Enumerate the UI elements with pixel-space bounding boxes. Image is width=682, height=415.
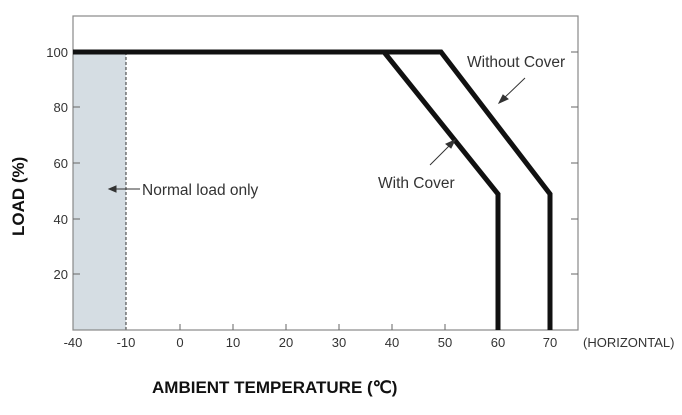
svg-text:100: 100 — [46, 45, 68, 60]
svg-text:80: 80 — [54, 100, 68, 115]
x-axis-ticks — [179, 324, 446, 330]
svg-text:40: 40 — [385, 335, 399, 350]
x-tick-labels: -40 -10 0 10 20 30 40 50 60 70 — [64, 335, 558, 350]
x-axis-title: AMBIENT TEMPERATURE (℃) — [152, 378, 397, 397]
svg-text:10: 10 — [226, 335, 240, 350]
label-without-cover: Without Cover — [467, 54, 565, 71]
svg-text:70: 70 — [543, 335, 557, 350]
y-axis-ticks — [73, 51, 578, 275]
svg-text:0: 0 — [176, 335, 183, 350]
svg-text:40: 40 — [54, 212, 68, 227]
x-axis-note: (HORIZONTAL) — [583, 335, 674, 350]
svg-text:-10: -10 — [117, 335, 136, 350]
label-normal-load: Normal load only — [142, 182, 259, 199]
plot-frame — [72, 15, 579, 331]
annotation-arrows — [107, 77, 526, 193]
svg-text:50: 50 — [438, 335, 452, 350]
curve-with-cover — [73, 49, 501, 330]
y-tick-labels: 100 80 60 40 20 — [46, 45, 68, 282]
y-axis-title: LOAD (%) — [9, 157, 28, 236]
svg-text:60: 60 — [491, 335, 505, 350]
svg-text:30: 30 — [332, 335, 346, 350]
svg-text:60: 60 — [54, 156, 68, 171]
svg-text:20: 20 — [279, 335, 293, 350]
normal-load-region — [73, 52, 126, 330]
svg-text:-40: -40 — [64, 335, 83, 350]
label-with-cover: With Cover — [378, 175, 455, 192]
svg-text:20: 20 — [54, 267, 68, 282]
